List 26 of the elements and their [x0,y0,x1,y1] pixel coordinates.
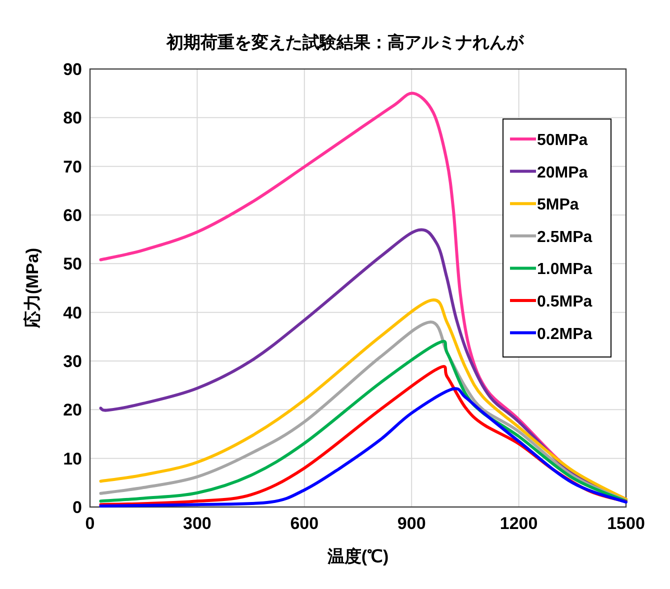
chart-title: 初期荷重を変えた試験結果：高アルミナれんが [166,33,524,52]
legend-label: 20MPa [537,164,588,182]
y-tick-label: 80 [63,108,82,128]
y-axis-title: 応力(MPa) [23,248,42,330]
y-tick-label: 20 [63,400,82,420]
x-tick-label: 900 [397,514,426,533]
legend-label: 5MPa [537,196,579,214]
legend-label: 2.5MPa [537,228,592,246]
y-tick-label: 90 [63,60,82,79]
legend-label: 0.5MPa [537,294,592,310]
x-tick-label: 1500 [607,514,645,533]
legend-label: 0.2MPa [537,326,592,343]
x-tick-label: 1200 [500,514,538,533]
x-tick-label: 300 [183,514,212,533]
legend-label: 50MPa [537,132,588,149]
y-tick-label: 40 [63,303,82,322]
legend-label: 1.0MPa [537,261,592,278]
x-axis-title: 温度(℃) [326,547,389,566]
x-tick-label: 600 [290,514,319,533]
x-tick-label: 0 [85,514,95,533]
y-tick-label: 70 [63,157,82,176]
y-tick-label: 0 [72,498,82,517]
y-tick-label: 60 [63,206,82,225]
y-tick-label: 50 [63,254,82,274]
y-tick-label: 10 [63,449,82,468]
y-tick-label: 30 [63,352,82,371]
